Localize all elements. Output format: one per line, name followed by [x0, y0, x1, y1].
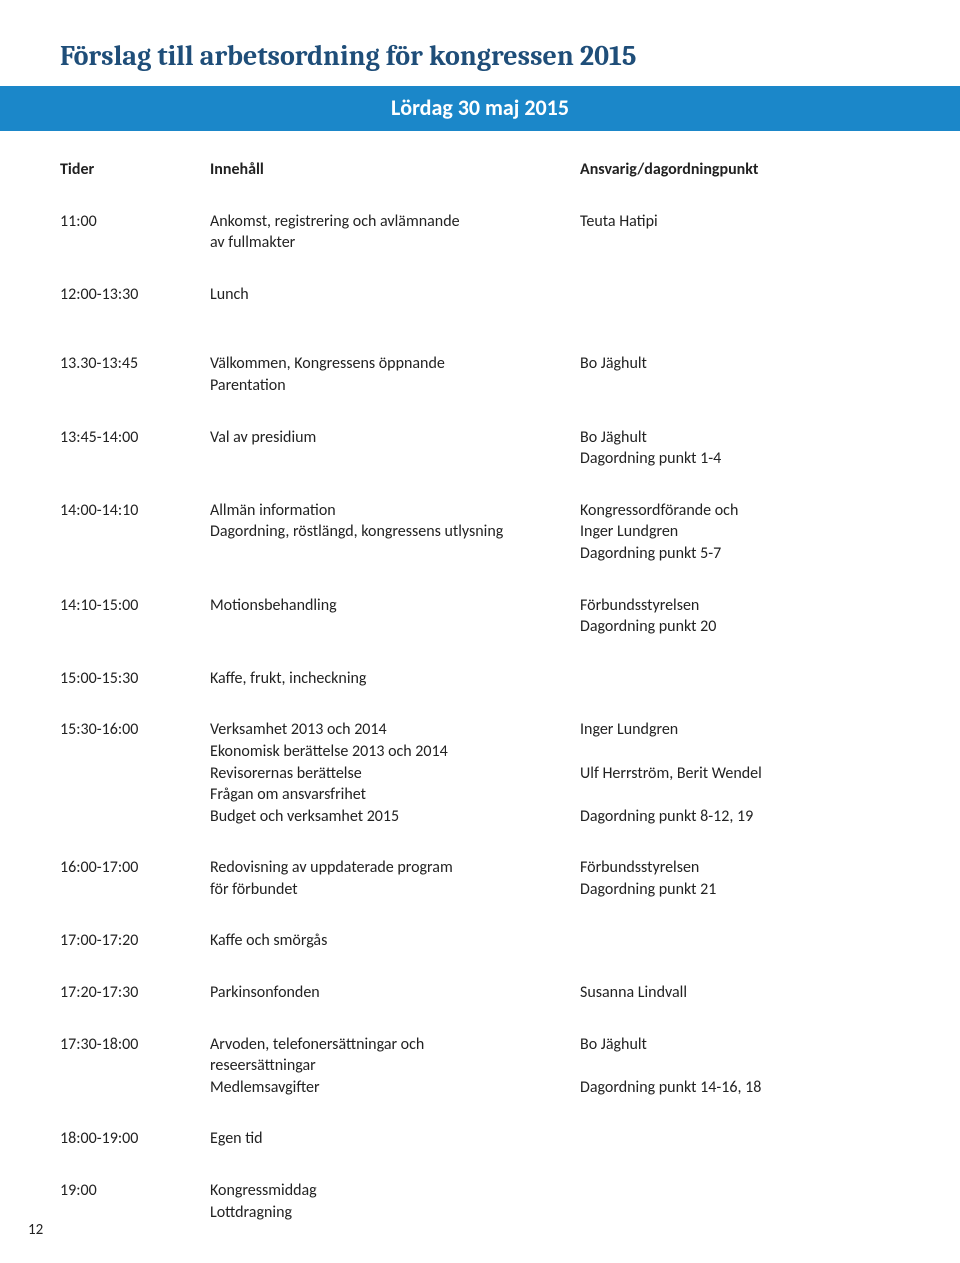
content-cell: Val av presidium	[210, 427, 570, 470]
schedule-grid: Tider Innehåll Ansvarig/dagordningpunkt …	[60, 159, 900, 1223]
responsible-cell	[580, 1128, 880, 1150]
time-cell: 18:00-19:00	[60, 1128, 200, 1150]
content-cell: Egen tid	[210, 1128, 570, 1150]
content-cell: Lunch	[210, 284, 570, 306]
content-cell: Redovisning av uppdaterade programför fö…	[210, 857, 570, 900]
responsible-cell: Kongressordförande ochInger LundgrenDago…	[580, 500, 880, 565]
time-cell: 15:30-16:00	[60, 719, 200, 827]
time-cell: 13.30-13:45	[60, 353, 200, 396]
time-cell: 13:45-14:00	[60, 427, 200, 470]
content-cell: Kaffe, frukt, incheckning	[210, 668, 570, 690]
responsible-cell: Bo JäghultDagordning punkt 1-4	[580, 427, 880, 470]
responsible-cell	[580, 668, 880, 690]
responsible-cell	[580, 930, 880, 952]
content-cell: Verksamhet 2013 och 2014Ekonomisk berätt…	[210, 719, 570, 827]
header-innehall: Innehåll	[210, 159, 570, 181]
responsible-cell	[580, 284, 880, 306]
content-cell: Motionsbehandling	[210, 595, 570, 638]
content-cell: KongressmiddagLottdragning	[210, 1180, 570, 1223]
responsible-cell	[580, 1180, 880, 1223]
content-cell: Arvoden, telefonersättningar ochreseersä…	[210, 1034, 570, 1099]
time-cell: 19:00	[60, 1180, 200, 1223]
content-cell: Ankomst, registrering och avlämnandeav f…	[210, 211, 570, 254]
content-cell: Allmän informationDagordning, röstlängd,…	[210, 500, 570, 565]
time-cell: 17:30-18:00	[60, 1034, 200, 1099]
responsible-cell: Bo Jäghult Dagordning punkt 14-16, 18	[580, 1034, 880, 1099]
header-tider: Tider	[60, 159, 200, 181]
responsible-cell: FörbundsstyrelsenDagordning punkt 21	[580, 857, 880, 900]
time-cell: 17:00-17:20	[60, 930, 200, 952]
time-cell: 14:00-14:10	[60, 500, 200, 565]
header-ansvarig: Ansvarig/dagordningpunkt	[580, 159, 880, 181]
time-cell: 12:00-13:30	[60, 284, 200, 306]
responsible-cell: Teuta Hatipi	[580, 211, 880, 254]
date-banner: Lördag 30 maj 2015	[0, 86, 960, 131]
time-cell: 11:00	[60, 211, 200, 254]
time-cell: 14:10-15:00	[60, 595, 200, 638]
content-cell: Välkommen, Kongressens öppnandeParentati…	[210, 353, 570, 396]
content-cell: Parkinsonfonden	[210, 982, 570, 1004]
responsible-cell: Susanna Lindvall	[580, 982, 880, 1004]
time-cell: 16:00-17:00	[60, 857, 200, 900]
responsible-cell: FörbundsstyrelsenDagordning punkt 20	[580, 595, 880, 638]
page-title: Förslag till arbetsordning för kongresse…	[60, 40, 900, 72]
responsible-cell: Bo Jäghult	[580, 353, 880, 396]
responsible-cell: Inger Lundgren Ulf Herrström, Berit Wend…	[580, 719, 880, 827]
time-cell: 17:20-17:30	[60, 982, 200, 1004]
content-cell: Kaffe och smörgås	[210, 930, 570, 952]
time-cell: 15:00-15:30	[60, 668, 200, 690]
